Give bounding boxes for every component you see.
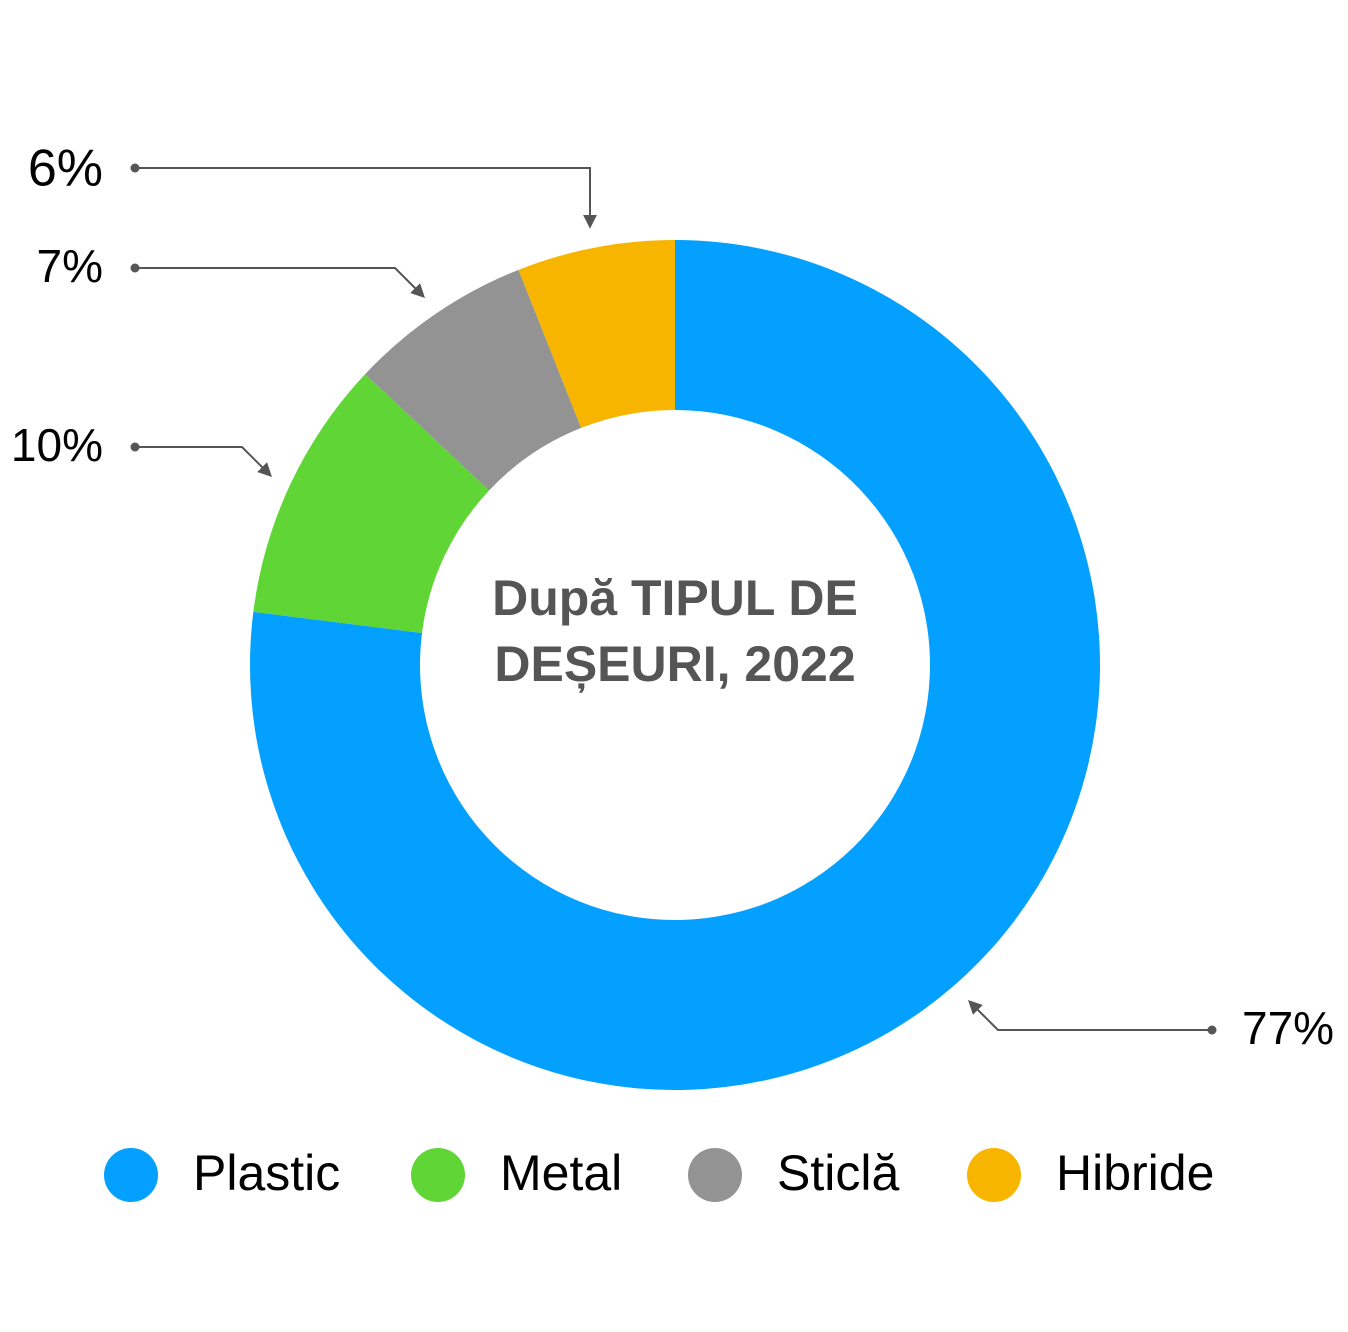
donut-slice: [365, 269, 582, 491]
legend-swatch: [104, 1148, 158, 1202]
legend-label: Hibride: [1056, 1145, 1214, 1201]
leader-dot: [130, 442, 140, 452]
chart-title: După TIPUL DE DEȘEURI, 2022: [492, 570, 858, 692]
leader-line: [135, 446, 272, 477]
leader-dot: [130, 263, 140, 273]
value-label: 10%: [11, 419, 103, 471]
leader-line: [135, 267, 425, 298]
legend-label: Plastic: [193, 1145, 340, 1201]
value-label: 77%: [1242, 1002, 1334, 1054]
value-label: 6%: [28, 140, 103, 198]
leader-dot: [1207, 1025, 1217, 1035]
donut-slice: [253, 374, 490, 634]
leader-dot: [130, 163, 140, 173]
legend-swatch: [411, 1148, 465, 1202]
legend-swatch: [688, 1148, 742, 1202]
leader-line: [135, 167, 597, 229]
donut-slice: [518, 240, 675, 428]
value-label: 7%: [37, 240, 103, 292]
legend-swatch: [967, 1148, 1021, 1202]
leader-line: [968, 1000, 1212, 1031]
donut-slice: [249, 240, 1100, 1090]
legend-label: Sticlă: [777, 1145, 899, 1201]
legend-label: Metal: [500, 1145, 622, 1201]
